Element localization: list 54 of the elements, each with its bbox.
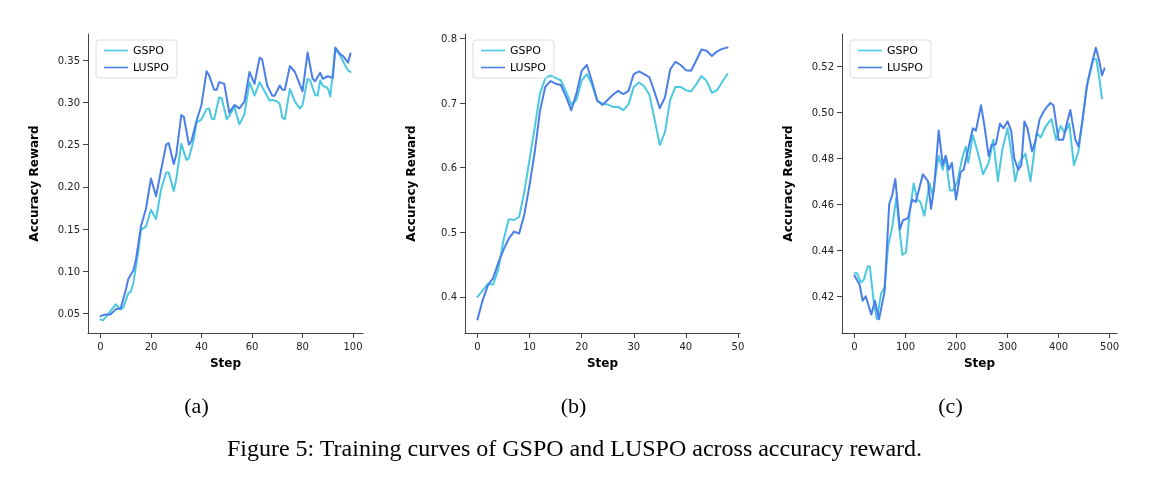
legend-label: LUSPO bbox=[887, 61, 924, 74]
y-tick-label: 0.10 bbox=[57, 265, 80, 277]
y-tick-label: 0.48 bbox=[811, 152, 834, 164]
x-tick-label: 40 bbox=[195, 340, 208, 352]
caption: Figure 5: Training curves of GSPO and LUSPO across accuracy reward. bbox=[225, 435, 924, 462]
x-tick-label: 200 bbox=[946, 340, 967, 352]
x-tick-label: 100 bbox=[895, 340, 916, 352]
x-tick-label: 40 bbox=[679, 340, 693, 352]
x-tick-label: 0 bbox=[474, 340, 481, 352]
text: (b) bbox=[560, 392, 587, 418]
y-axis-title: Accuracy Reward bbox=[781, 125, 795, 242]
legend-label: LUSPO bbox=[510, 61, 547, 74]
x-tick-label: 20 bbox=[144, 340, 158, 352]
x-tick-label: 400 bbox=[1049, 340, 1069, 352]
line-series bbox=[476, 73, 729, 298]
y-tick-label: 0.25 bbox=[57, 139, 80, 151]
y-tick-label: 0.4 bbox=[441, 291, 457, 303]
legend-label: GSPO bbox=[133, 44, 165, 57]
x-tick-label: 0 bbox=[851, 340, 858, 352]
x-tick-label: 60 bbox=[245, 340, 259, 352]
x-tick-label: 50 bbox=[731, 340, 745, 352]
legend-label: GSPO bbox=[510, 44, 542, 57]
x-tick-label: 10 bbox=[523, 340, 536, 352]
y-tick-label: 0.15 bbox=[57, 223, 80, 235]
y-tick-label: 0.20 bbox=[57, 181, 80, 193]
x-axis-title: Step bbox=[586, 356, 619, 370]
y-tick-label: 0.46 bbox=[811, 198, 834, 210]
legend-label: LUSPO bbox=[133, 61, 170, 74]
text: (a) bbox=[184, 392, 209, 418]
y-tick-label: 0.42 bbox=[811, 290, 834, 302]
y-axis-title: Accuracy Reward bbox=[404, 125, 418, 242]
x-tick-label: 30 bbox=[627, 340, 641, 352]
y-tick-label: 0.5 bbox=[441, 226, 457, 238]
y-tick-label: 0.8 bbox=[441, 33, 457, 45]
x-axis-title: Step bbox=[209, 356, 242, 370]
y-tick-label: 0.05 bbox=[57, 308, 80, 320]
line-series bbox=[476, 46, 729, 321]
x-tick-label: 0 bbox=[97, 340, 104, 352]
x-tick-label: 500 bbox=[1100, 340, 1120, 352]
y-axis-title: Accuracy Reward bbox=[27, 125, 41, 242]
x-tick-label: 100 bbox=[343, 340, 363, 352]
y-tick-label: 0.44 bbox=[811, 244, 834, 256]
x-axis-title: Step bbox=[963, 356, 996, 370]
y-tick-label: 0.50 bbox=[811, 106, 834, 118]
y-tick-label: 0.6 bbox=[441, 162, 457, 174]
x-tick-label: 80 bbox=[296, 340, 309, 352]
y-tick-label: 0.52 bbox=[811, 60, 834, 72]
y-tick-label: 0.35 bbox=[57, 54, 80, 66]
x-tick-label: 300 bbox=[998, 340, 1018, 352]
y-tick-label: 0.30 bbox=[57, 96, 80, 108]
legend-label: GSPO bbox=[887, 44, 919, 57]
x-tick-label: 20 bbox=[575, 340, 589, 352]
text: (c) bbox=[938, 392, 963, 418]
y-tick-label: 0.7 bbox=[441, 97, 457, 109]
